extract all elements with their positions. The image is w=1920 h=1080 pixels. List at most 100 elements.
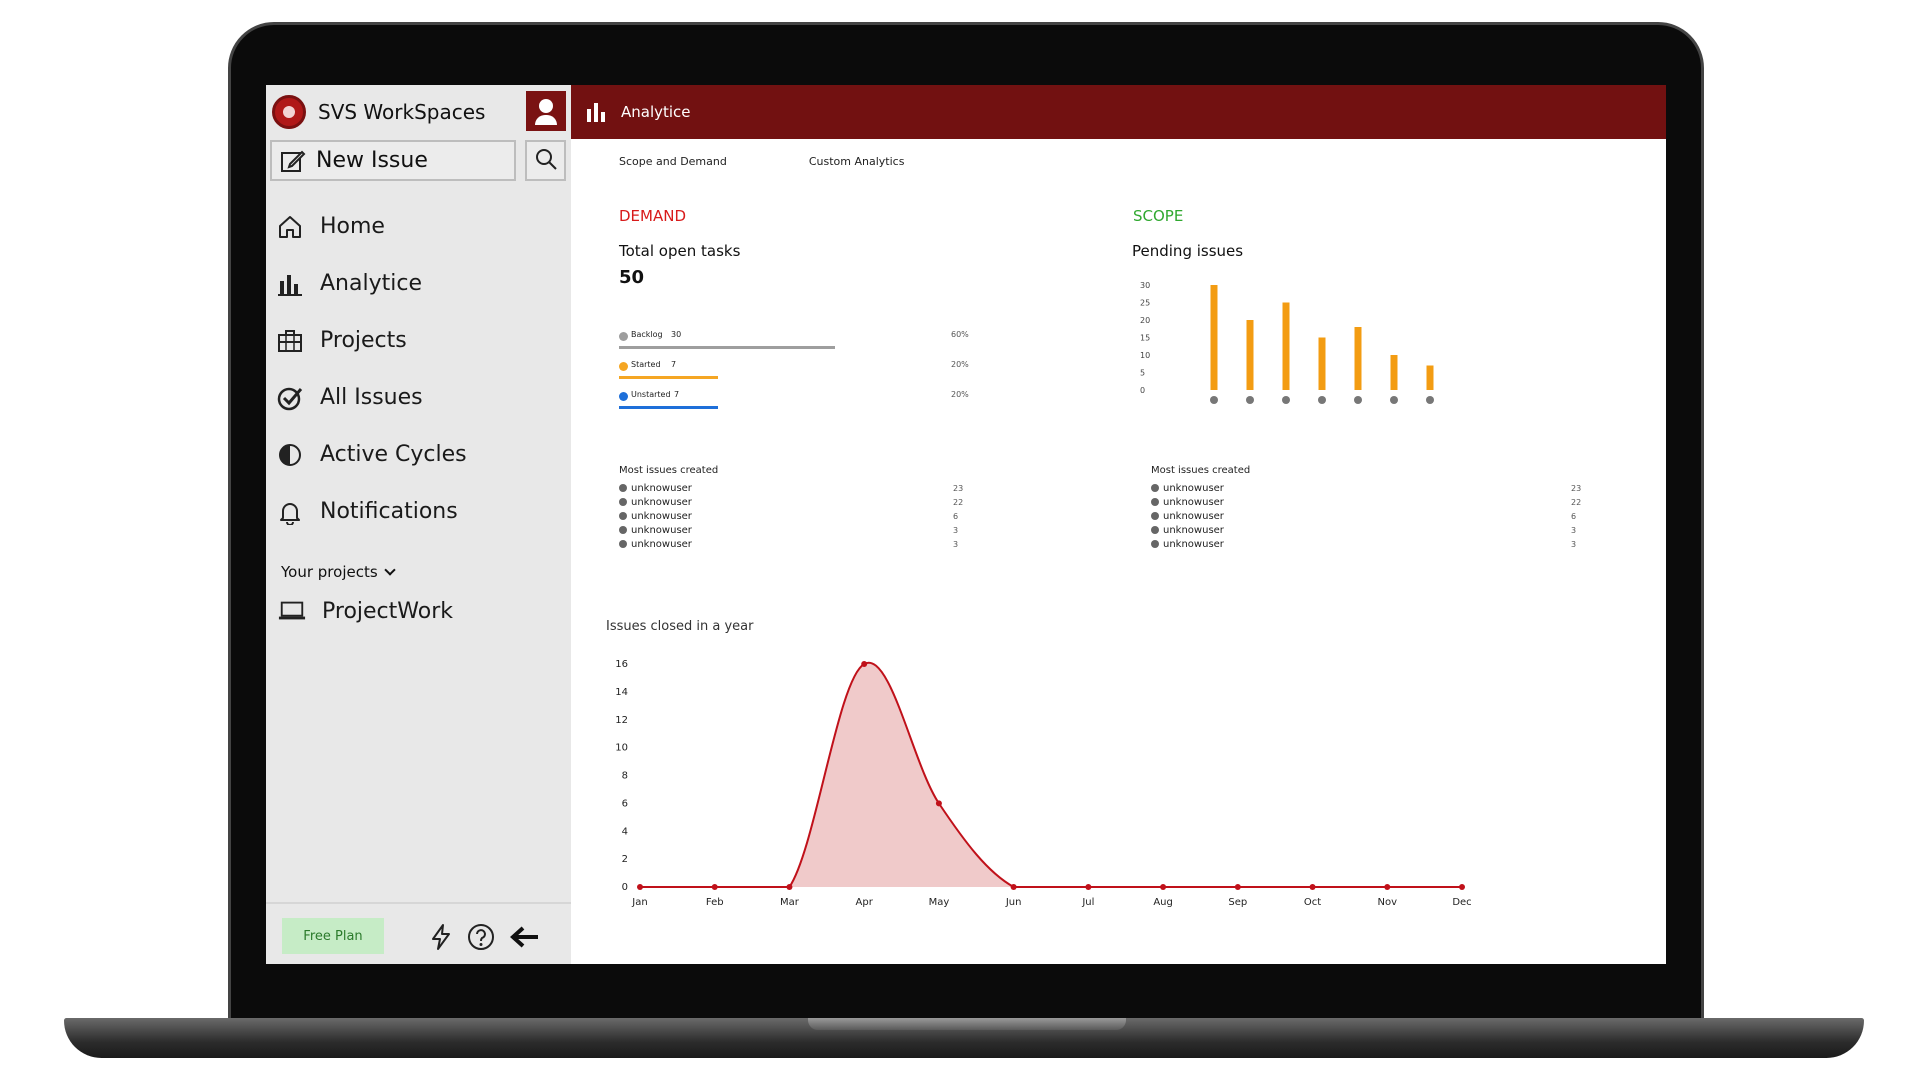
sidebar-item-all-issues[interactable]: All Issues (276, 369, 566, 426)
x-tick-label: Mar (780, 897, 800, 908)
project-item-projectwork[interactable]: ProjectWork (278, 597, 453, 625)
avatar[interactable] (526, 91, 566, 131)
your-projects-toggle[interactable]: Your projects (281, 563, 396, 581)
brand-row: SVS WorkSpaces (272, 91, 566, 133)
arrow-left-icon[interactable] (510, 922, 540, 952)
data-point (861, 661, 868, 667)
x-tick-label: Jan (631, 897, 647, 908)
list-item: unknowuser 3 (619, 537, 1059, 551)
sidebar-item-home[interactable]: Home (276, 198, 566, 255)
user-dot-icon (619, 484, 627, 492)
y-tick-label: 2 (622, 854, 628, 865)
bar-category-dot (1246, 396, 1254, 404)
sidebar-item-label: Projects (320, 328, 407, 353)
demand-most-issues-list: Most issues created unknowuser 23 unknowu… (619, 465, 1059, 551)
x-tick-label: Nov (1378, 897, 1398, 908)
project-label: ProjectWork (322, 598, 453, 624)
bar (1246, 320, 1254, 390)
data-point (711, 884, 718, 890)
issues-closed-chart: Issues closed in a year 0 2 4 6 8 10 12 14 16 Jan F… (606, 619, 1472, 908)
avatar-body-icon (535, 115, 557, 125)
tab-custom-analytics[interactable]: Custom Analytics (808, 155, 905, 168)
y-tick-label: 8 (622, 771, 628, 782)
user-count: 3 (953, 525, 959, 535)
y-tick-label: 4 (622, 826, 628, 837)
bar-category-dot (1354, 396, 1362, 404)
user-name: unknowuser (631, 524, 692, 536)
status-progress-bar (619, 376, 718, 379)
status-progress-bar (619, 406, 718, 409)
demand-heading: DEMAND (619, 207, 687, 225)
bar-category-dot (1318, 396, 1326, 404)
brand-name: SVS WorkSpaces (318, 100, 486, 124)
y-tick-label: 0 (1140, 386, 1145, 395)
sidebar-item-notifications[interactable]: Notifications (276, 483, 566, 540)
bar-category-dot (1426, 396, 1434, 404)
sidebar-item-label: Home (320, 214, 385, 239)
bar (1318, 337, 1326, 390)
bar (1282, 302, 1290, 390)
page-title: Analytice (621, 103, 691, 121)
user-count: 22 (1571, 497, 1582, 507)
series-line (640, 661, 1462, 888)
x-tick-label: Aug (1153, 897, 1173, 908)
top-bar: Analytice (571, 85, 1666, 139)
sidebar-item-analytice[interactable]: Analytice (276, 255, 566, 312)
check-circle-icon (276, 384, 304, 412)
bar-chart-icon (585, 101, 607, 123)
status-row-started: Started 7 20% (619, 360, 969, 384)
sidebar-item-label: Active Cycles (320, 442, 467, 467)
user-count: 23 (953, 483, 964, 493)
user-count: 3 (1571, 525, 1577, 535)
user-name: unknowuser (1163, 538, 1224, 550)
user-dot-icon (619, 526, 627, 534)
sidebar-item-label: Notifications (320, 499, 458, 524)
data-point (1010, 884, 1017, 890)
list-item: unknowuser 22 (619, 495, 1059, 509)
y-tick-label: 16 (615, 659, 628, 670)
help-icon[interactable] (466, 922, 496, 952)
status-percent: 60% (951, 330, 969, 339)
bar-category-dot (1390, 396, 1398, 404)
list-title: Most issues created (1151, 465, 1251, 476)
user-dot-icon (1151, 484, 1159, 492)
status-label: Unstarted (631, 390, 671, 399)
total-open-tasks-label: Total open tasks (619, 242, 741, 260)
sidebar-item-projects[interactable]: Projects (276, 312, 566, 369)
sidebar-item-active-cycles[interactable]: Active Cycles (276, 426, 566, 483)
x-tick-label: Sep (1228, 897, 1247, 908)
user-name: unknowuser (1163, 496, 1224, 508)
status-count: 30 (671, 330, 682, 339)
lightning-icon[interactable] (426, 922, 456, 952)
status-count: 7 (671, 360, 677, 369)
free-plan-badge[interactable]: Free Plan (282, 918, 384, 954)
y-tick-label: 10 (1140, 351, 1150, 360)
chart-title: Issues closed in a year (606, 619, 754, 634)
y-tick-label: 6 (622, 798, 628, 809)
half-circle-icon (276, 441, 304, 469)
x-tick-label: Oct (1304, 897, 1321, 908)
user-dot-icon (1151, 540, 1159, 548)
user-dot-icon (1151, 512, 1159, 520)
list-item: unknowuser 3 (1151, 537, 1591, 551)
bar (1354, 327, 1362, 390)
list-item: unknowuser 23 (1151, 481, 1591, 495)
analytics-tabs: Scope and Demand Custom Analytics (619, 155, 904, 168)
search-button[interactable] (525, 140, 566, 181)
data-point (637, 884, 643, 890)
user-count: 22 (953, 497, 964, 507)
sidebar-item-label: Analytice (320, 271, 422, 296)
user-count: 3 (953, 539, 959, 549)
data-point (1085, 884, 1092, 890)
user-count: 3 (1571, 539, 1577, 549)
y-tick-label: 30 (1140, 281, 1150, 290)
user-name: unknowuser (631, 496, 692, 508)
list-item: unknowuser 6 (619, 509, 1059, 523)
new-issue-label: New Issue (316, 148, 428, 173)
list-item: unknowuser 6 (1151, 509, 1591, 523)
status-dot (619, 392, 628, 401)
user-dot-icon (1151, 526, 1159, 534)
y-tick-label: 25 (1140, 299, 1150, 308)
new-issue-button[interactable]: New Issue (270, 140, 516, 181)
tab-scope-and-demand[interactable]: Scope and Demand (619, 155, 727, 168)
